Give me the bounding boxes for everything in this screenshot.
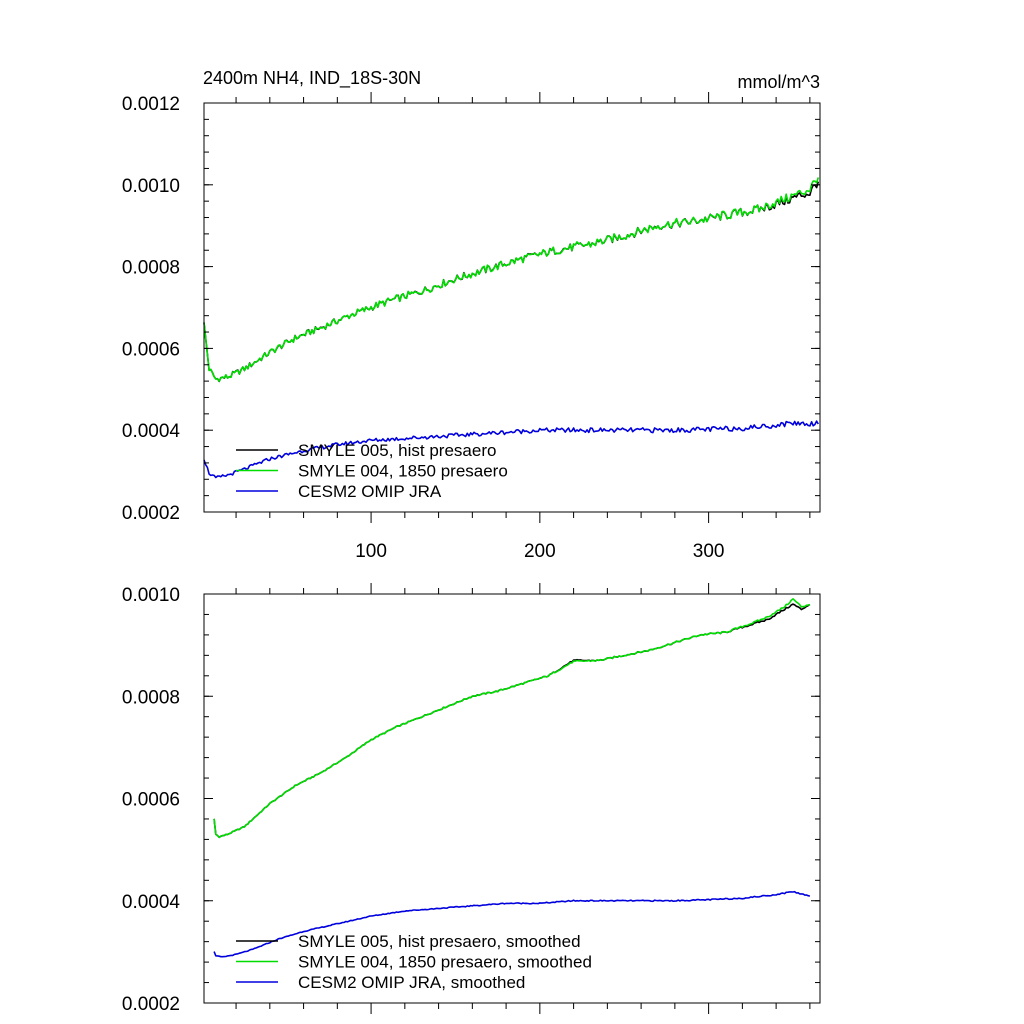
top-panel-tick-labels: 0.0002 0.0004 0.0006 0.0008 0.0010 0.0012 100 2…: [122, 94, 725, 562]
bottom-panel-series: [213, 598, 811, 958]
y-tick-label: 0.0010: [122, 176, 180, 197]
y-tick-label: 0.0002: [122, 994, 180, 1015]
y-tick-label: 0.0006: [122, 339, 180, 360]
legend-label: SMYLE 004, 1850 presaero, smoothed: [298, 953, 592, 972]
legend-label: SMYLE 005, hist presaero: [298, 441, 496, 460]
x-tick-label: 100: [355, 541, 387, 562]
y-tick-label: 0.0012: [122, 94, 180, 115]
top-panel-units: mmol/m^3: [738, 72, 820, 92]
y-tick-label: 0.0004: [122, 892, 181, 913]
bottom-panel-tick-labels: 0.0002 0.0004 0.0006 0.0008 0.0010: [122, 585, 181, 1015]
y-tick-label: 0.0008: [122, 687, 180, 708]
y-tick-label: 0.0008: [122, 258, 180, 279]
top-panel-frame: [203, 102, 821, 513]
x-tick-label: 200: [524, 541, 556, 562]
top-panel-ticks: [204, 92, 820, 523]
bottom-series-line-1: [213, 603, 811, 839]
y-tick-label: 0.0004: [122, 421, 181, 442]
bottom-series-line-2: [213, 598, 811, 839]
y-tick-label: 0.0002: [122, 503, 180, 524]
top-panel-title: 2400m NH4, IND_18S-30N: [203, 68, 421, 89]
legend-label: SMYLE 005, hist presaero, smoothed: [298, 932, 581, 951]
y-tick-label: 0.0010: [122, 585, 180, 606]
top-series-line-3: [203, 420, 819, 479]
top-panel: 0.0002 0.0004 0.0006 0.0008 0.0010 0.0012 100 2…: [122, 68, 821, 562]
bottom-series-line-3: [213, 890, 811, 958]
x-tick-label: 300: [693, 541, 725, 562]
legend-label: SMYLE 004, 1850 presaero: [298, 462, 508, 481]
bottom-panel-ticks: [204, 583, 820, 1014]
y-tick-label: 0.0006: [122, 790, 180, 811]
legend-label: CESM2 OMIP JRA: [298, 482, 442, 501]
top-panel-series: [203, 177, 820, 479]
bottom-panel: 0.0002 0.0004 0.0006 0.0008 0.0010 SMYLE 005…: [122, 583, 821, 1015]
bottom-panel-legend: SMYLE 005, hist presaero, smoothed SMYLE …: [236, 932, 592, 992]
legend-label: CESM2 OMIP JRA, smoothed: [298, 973, 525, 992]
top-series-line-1: [203, 181, 820, 383]
top-series-line-2: [203, 177, 820, 382]
top-panel-legend: SMYLE 005, hist presaero SMYLE 004, 1850 …: [236, 441, 508, 501]
